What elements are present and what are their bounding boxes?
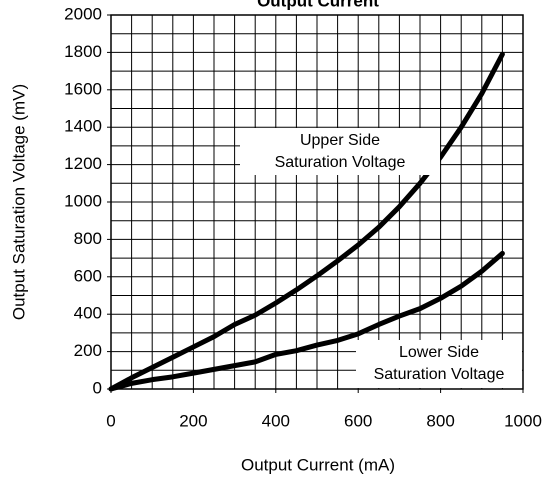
y-tick-label: 200 — [74, 341, 102, 360]
y-tick-label: 1000 — [64, 191, 102, 210]
y-tick-label: 400 — [74, 304, 102, 323]
y-tick-label: 0 — [93, 378, 102, 397]
data-line — [108, 51, 505, 392]
y-axis-label: Output Saturation Voltage (mV) — [9, 84, 28, 320]
y-tick-label: 800 — [74, 229, 102, 248]
x-axis-label: Output Current (mA) — [241, 455, 395, 474]
x-tick-label: 600 — [344, 411, 372, 430]
x-tick-label: 1000 — [504, 411, 542, 430]
data-line — [108, 250, 505, 392]
annotation: Saturation Voltage — [275, 154, 406, 171]
y-tick-label: 1800 — [64, 42, 102, 61]
annotation: Lower Side — [399, 344, 479, 361]
y-tick-label: 2000 — [64, 4, 102, 23]
x-tick-label: 200 — [179, 411, 207, 430]
x-tick-label: 800 — [426, 411, 454, 430]
annotation: Saturation Voltage — [374, 366, 505, 383]
annotation: Upper Side — [300, 132, 380, 149]
y-tick-label: 600 — [74, 266, 102, 285]
chart-title: Output Current — [257, 0, 379, 10]
x-tick-label: 400 — [262, 411, 290, 430]
y-tick-label: 1600 — [64, 79, 102, 98]
x-tick-label: 0 — [106, 411, 115, 430]
y-tick-label: 1200 — [64, 154, 102, 173]
annotation-box — [356, 340, 522, 388]
annotation-box — [240, 128, 440, 175]
y-tick-label: 1400 — [64, 117, 102, 136]
